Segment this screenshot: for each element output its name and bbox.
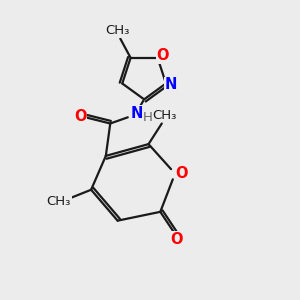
Text: O: O [170,232,183,247]
Text: O: O [175,166,188,181]
Text: N: N [165,77,177,92]
Text: N: N [130,106,143,121]
Text: O: O [74,109,86,124]
Text: CH₃: CH₃ [105,24,130,37]
Text: CH₃: CH₃ [46,195,71,208]
Text: O: O [157,48,169,63]
Text: CH₃: CH₃ [152,109,177,122]
Text: H: H [143,111,153,124]
